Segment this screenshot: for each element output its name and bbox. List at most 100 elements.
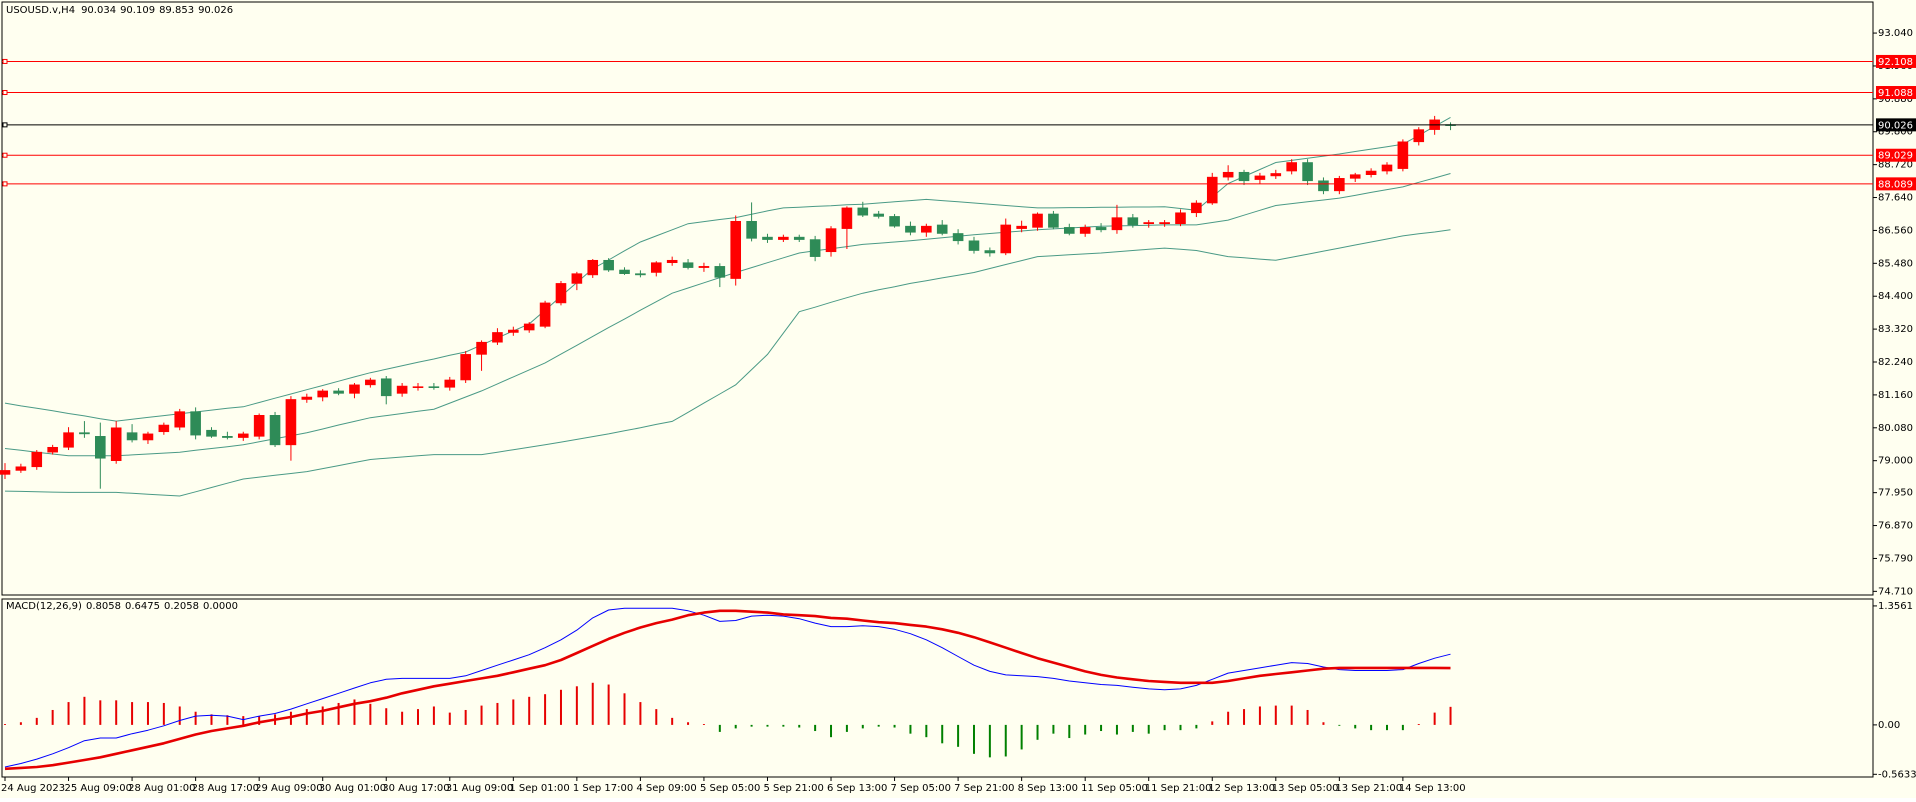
candle-body [1095, 227, 1107, 231]
candle-body [396, 385, 408, 394]
candle-body [1032, 213, 1043, 228]
candle-body [587, 259, 599, 276]
y-tick-label: 83.320 [1878, 324, 1913, 335]
price-level-label: 88.089 [1878, 179, 1913, 190]
x-tick-label: 4 Sep 09:00 [636, 783, 696, 794]
candle-body [285, 399, 297, 446]
y-tick-label: 77.950 [1878, 488, 1913, 499]
candle-body [825, 228, 837, 253]
x-tick-label: 8 Sep 13:00 [1018, 783, 1078, 794]
y-tick-label: 84.400 [1878, 291, 1913, 302]
bollinger-band [4, 173, 1451, 457]
candle-body [555, 283, 567, 304]
candle-body [0, 470, 11, 475]
candle-body [1413, 129, 1425, 143]
candle-body [635, 273, 646, 276]
candle-body [809, 239, 821, 257]
price-level-marker [2, 152, 8, 158]
x-tick-label: 7 Sep 05:00 [891, 783, 951, 794]
candle-body [508, 329, 519, 333]
price-level-label-box [1876, 86, 1916, 100]
candle-body [1048, 213, 1059, 228]
candle-body [619, 269, 630, 274]
candle-body [1238, 171, 1250, 182]
candle-body [253, 415, 265, 437]
candle-body [142, 433, 154, 441]
candle-body [1254, 175, 1266, 180]
candle-body [63, 432, 74, 448]
y-tick-label: 93.040 [1878, 28, 1913, 39]
y-tick-label: 1.3561 [1878, 601, 1913, 612]
x-tick-label: 28 Aug 01:00 [128, 783, 195, 794]
candle-body [571, 273, 583, 284]
candle-body [650, 262, 662, 273]
candle-body [778, 236, 789, 240]
x-tick-label: 11 Sep 05:00 [1081, 783, 1148, 794]
candle-body [793, 236, 805, 240]
y-tick-label: 0.00 [1878, 720, 1900, 731]
price-panel-frame [1, 1, 1874, 596]
candle-body [1349, 174, 1361, 179]
x-tick-label: 13 Sep 05:00 [1272, 783, 1339, 794]
macd-panel-frame [1, 598, 1874, 778]
candle-body [237, 433, 249, 438]
candle-body [1286, 162, 1297, 172]
candle-body [1318, 180, 1329, 192]
candle-body [428, 386, 440, 388]
candle-body [1206, 176, 1218, 204]
candle-body [1302, 162, 1313, 182]
price-level-marker [2, 181, 8, 187]
x-tick-label: 28 Aug 17:00 [192, 783, 259, 794]
macd-value: 0.8058 [86, 601, 121, 612]
candle-body [936, 224, 948, 234]
candle-body [222, 436, 233, 438]
high-value: 90.109 [120, 5, 155, 16]
candle-body [889, 216, 900, 227]
x-tick-label: 6 Sep 13:00 [827, 783, 887, 794]
candle-body [984, 250, 996, 254]
candle-body [317, 390, 329, 398]
candle-body [698, 266, 710, 268]
macd-header: MACD(12,26,9) 0.8058 0.6475 0.2058 0.0000 [6, 601, 238, 612]
candle-body [1270, 173, 1282, 177]
x-tick-label: 1 Sep 17:00 [573, 783, 633, 794]
y-tick-label: 82.240 [1878, 357, 1913, 368]
current-price-marker [2, 122, 8, 128]
x-tick-label: 5 Sep 05:00 [700, 783, 760, 794]
y-tick-label: 80.080 [1878, 423, 1913, 434]
candle-body [31, 451, 43, 468]
candle-body [762, 236, 773, 240]
low-value: 89.853 [159, 5, 194, 16]
close-value: 90.026 [198, 5, 233, 16]
y-tick-label: 90.880 [1878, 94, 1913, 105]
price-level-label-box [1876, 177, 1916, 191]
candle-body [460, 354, 471, 381]
candle-body [905, 225, 916, 233]
candle-body [365, 379, 376, 386]
macd-line [4, 609, 1451, 771]
current-price-label: 90.026 [1878, 120, 1913, 131]
x-tick-label: 25 Aug 09:00 [65, 783, 132, 794]
bollinger-band [4, 229, 1451, 497]
candle-body [126, 432, 138, 441]
x-tick-label: 29 Aug 09:00 [255, 783, 322, 794]
price-level-label-box [1876, 148, 1916, 162]
macd-line [4, 607, 1451, 768]
x-tick-label: 1 Sep 01:00 [509, 783, 569, 794]
candle-body [444, 379, 456, 388]
candle-body [1365, 170, 1377, 175]
candle-body [1222, 171, 1234, 178]
candle-body [968, 240, 980, 251]
candle-body [1111, 217, 1123, 231]
candle-body [682, 262, 694, 268]
y-tick-label: 88.720 [1878, 160, 1913, 171]
candle-body [1143, 222, 1155, 225]
x-tick-label: 5 Sep 21:00 [763, 783, 823, 794]
price-level-label: 91.088 [1878, 88, 1913, 99]
x-tick-label: 11 Sep 21:00 [1145, 783, 1212, 794]
candle-body [730, 220, 742, 279]
candle-body [380, 378, 392, 397]
candle-body [603, 259, 614, 271]
